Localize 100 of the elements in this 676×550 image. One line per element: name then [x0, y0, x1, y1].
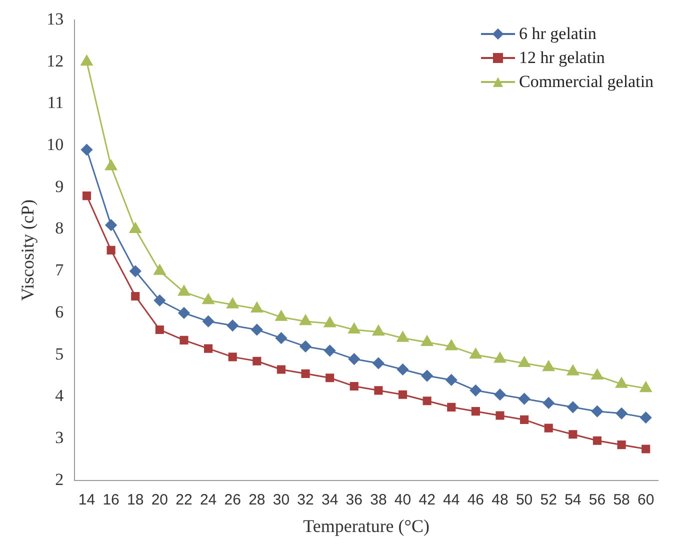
y-tick-label: 10: [46, 135, 64, 154]
point: [105, 160, 118, 170]
point: [154, 264, 166, 275]
x-tick-label: 60: [638, 492, 654, 509]
point: [275, 332, 287, 344]
legend-label: 12 hr gelatin: [519, 47, 605, 69]
x-tick-label: 22: [176, 492, 192, 509]
x-tick-label: 36: [346, 492, 362, 509]
point: [592, 436, 602, 445]
point: [252, 356, 262, 366]
x-axis-title: Temperature (°C): [303, 516, 430, 536]
point: [300, 340, 312, 352]
point: [374, 386, 383, 395]
legend-label: Commercial gelatin: [519, 71, 654, 93]
point: [396, 331, 409, 342]
y-tick-label: 8: [55, 218, 64, 238]
point: [542, 360, 555, 372]
point: [422, 396, 432, 406]
x-tick-label: 30: [272, 492, 290, 509]
point: [568, 430, 578, 439]
point: [178, 307, 190, 319]
point: [470, 348, 482, 359]
point: [421, 336, 434, 346]
point: [518, 393, 530, 405]
x-tick-label: 58: [613, 492, 630, 509]
y-tick-label: 11: [47, 93, 64, 112]
point: [446, 374, 458, 386]
point: [372, 357, 384, 369]
legend-label: 6 hr gelatin: [519, 23, 596, 45]
point: [301, 369, 310, 378]
point: [131, 292, 140, 301]
point: [324, 316, 336, 328]
point: [275, 310, 288, 321]
x-tick-label: 32: [297, 492, 314, 509]
point: [251, 324, 263, 336]
point: [82, 192, 92, 200]
point: [542, 397, 554, 409]
point: [591, 369, 604, 380]
point: [226, 320, 238, 332]
point: [471, 407, 480, 416]
point: [155, 325, 164, 334]
point: [640, 412, 652, 424]
point: [324, 344, 336, 356]
point: [617, 440, 626, 450]
y-tick-label: 9: [55, 176, 64, 196]
x-tick-label: 54: [564, 492, 582, 509]
y-tick-label: 12: [46, 51, 64, 70]
point: [470, 384, 482, 396]
point: [421, 370, 433, 382]
y-tick-label: 2: [55, 470, 64, 489]
point: [226, 298, 239, 308]
point: [300, 314, 312, 326]
point: [276, 365, 286, 374]
point: [180, 336, 188, 344]
point: [566, 364, 579, 376]
y-tick-label: 4: [55, 386, 64, 406]
point: [348, 353, 360, 365]
x-tick-label: 28: [248, 492, 266, 509]
x-tick-label: 50: [516, 492, 533, 509]
point: [154, 294, 166, 306]
point: [350, 382, 358, 391]
point: [642, 444, 650, 454]
point: [494, 388, 506, 400]
x-tick-label: 20: [151, 492, 168, 509]
x-tick-label: 18: [127, 492, 144, 509]
y-tick-label: 6: [55, 302, 64, 322]
x-tick-label: 26: [224, 492, 241, 509]
point: [129, 222, 142, 234]
point: [591, 406, 603, 418]
point: [130, 265, 142, 277]
point: [326, 374, 334, 382]
point: [640, 382, 652, 392]
point: [178, 285, 190, 296]
point: [494, 352, 506, 363]
point: [106, 246, 116, 254]
x-tick-label: 52: [540, 492, 557, 509]
x-tick-label: 40: [394, 492, 412, 509]
point: [616, 408, 628, 420]
point: [447, 402, 456, 412]
x-tick-label: 48: [492, 492, 508, 509]
point: [520, 415, 529, 424]
point: [228, 352, 237, 362]
x-tick-label: 42: [418, 492, 436, 509]
x-tick-label: 34: [321, 492, 338, 509]
x-tick-label: 24: [200, 492, 217, 509]
point: [616, 377, 628, 388]
point: [105, 219, 117, 231]
x-tick-label: 56: [588, 492, 606, 509]
point: [398, 390, 408, 399]
point: [348, 322, 360, 334]
y-axis-title: Viscosity (cP): [18, 199, 38, 301]
point: [397, 364, 409, 376]
y-tick-label: 7: [55, 260, 64, 280]
point: [81, 144, 93, 156]
y-tick-label: 13: [46, 9, 64, 28]
point: [567, 401, 579, 413]
point: [372, 325, 384, 336]
point: [445, 340, 458, 350]
point: [496, 411, 504, 420]
x-tick-label: 38: [370, 492, 387, 509]
